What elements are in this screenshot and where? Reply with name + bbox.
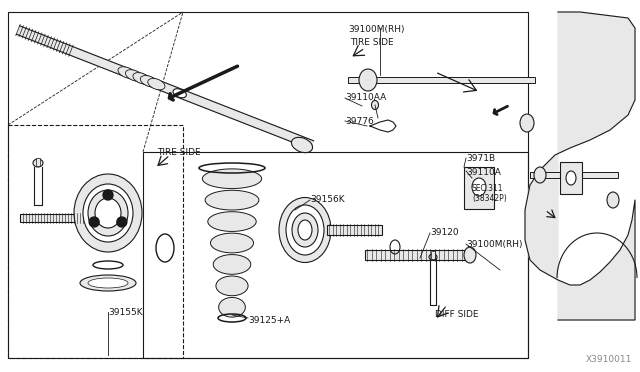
- Ellipse shape: [607, 192, 619, 208]
- Ellipse shape: [292, 213, 318, 247]
- Bar: [20, 214, 95, 222]
- Bar: [365, 250, 470, 260]
- Ellipse shape: [213, 254, 251, 274]
- Text: 39100M(RH): 39100M(RH): [466, 240, 522, 249]
- Text: X3910011: X3910011: [586, 355, 632, 364]
- Text: 3971B: 3971B: [466, 154, 495, 163]
- Bar: [431, 251, 435, 259]
- Ellipse shape: [429, 254, 437, 260]
- Ellipse shape: [472, 178, 486, 196]
- Ellipse shape: [520, 114, 534, 132]
- Text: 39110A: 39110A: [466, 168, 501, 177]
- Ellipse shape: [133, 73, 150, 84]
- Bar: [8, 125, 183, 358]
- Ellipse shape: [173, 89, 186, 98]
- Ellipse shape: [216, 276, 248, 296]
- Ellipse shape: [286, 205, 324, 255]
- Ellipse shape: [90, 211, 100, 225]
- Ellipse shape: [140, 76, 157, 87]
- Text: SEC.311: SEC.311: [472, 184, 504, 193]
- Text: 39120: 39120: [430, 228, 459, 237]
- Ellipse shape: [95, 198, 121, 228]
- Ellipse shape: [74, 174, 142, 252]
- Bar: [8, 12, 528, 358]
- Ellipse shape: [534, 167, 546, 183]
- Ellipse shape: [202, 169, 262, 189]
- Ellipse shape: [33, 159, 43, 167]
- Ellipse shape: [298, 220, 312, 240]
- Bar: [530, 172, 618, 178]
- Ellipse shape: [359, 69, 377, 91]
- Circle shape: [117, 217, 127, 227]
- Ellipse shape: [279, 198, 331, 263]
- Text: TIRE SIDE: TIRE SIDE: [350, 38, 394, 47]
- Text: 39125+A: 39125+A: [248, 316, 291, 325]
- Bar: [464, 167, 494, 209]
- Ellipse shape: [211, 233, 253, 253]
- Ellipse shape: [148, 78, 165, 90]
- Ellipse shape: [125, 70, 143, 81]
- Text: 39100M(RH): 39100M(RH): [348, 25, 404, 34]
- Ellipse shape: [219, 298, 245, 317]
- Text: TIRE SIDE: TIRE SIDE: [157, 148, 200, 157]
- Ellipse shape: [80, 275, 136, 291]
- Ellipse shape: [88, 190, 128, 236]
- Text: (38342P): (38342P): [472, 194, 507, 203]
- Text: 39776: 39776: [345, 117, 374, 126]
- Text: DIFF SIDE: DIFF SIDE: [435, 310, 479, 319]
- Ellipse shape: [371, 100, 378, 109]
- Polygon shape: [17, 26, 314, 149]
- Bar: [327, 225, 382, 235]
- Polygon shape: [525, 12, 635, 320]
- Text: 39156K: 39156K: [310, 195, 344, 204]
- Bar: [348, 77, 535, 83]
- Text: 39110AA: 39110AA: [345, 93, 387, 102]
- Bar: [560, 162, 582, 194]
- Ellipse shape: [118, 67, 135, 78]
- Bar: [143, 152, 528, 358]
- Bar: [36, 158, 40, 166]
- Ellipse shape: [464, 247, 476, 263]
- Ellipse shape: [83, 184, 133, 242]
- Ellipse shape: [208, 212, 256, 231]
- Ellipse shape: [205, 190, 259, 210]
- Circle shape: [103, 190, 113, 200]
- Ellipse shape: [88, 278, 128, 288]
- Text: 39155K: 39155K: [108, 308, 143, 317]
- Ellipse shape: [291, 137, 312, 153]
- Ellipse shape: [566, 171, 576, 185]
- Circle shape: [89, 217, 99, 227]
